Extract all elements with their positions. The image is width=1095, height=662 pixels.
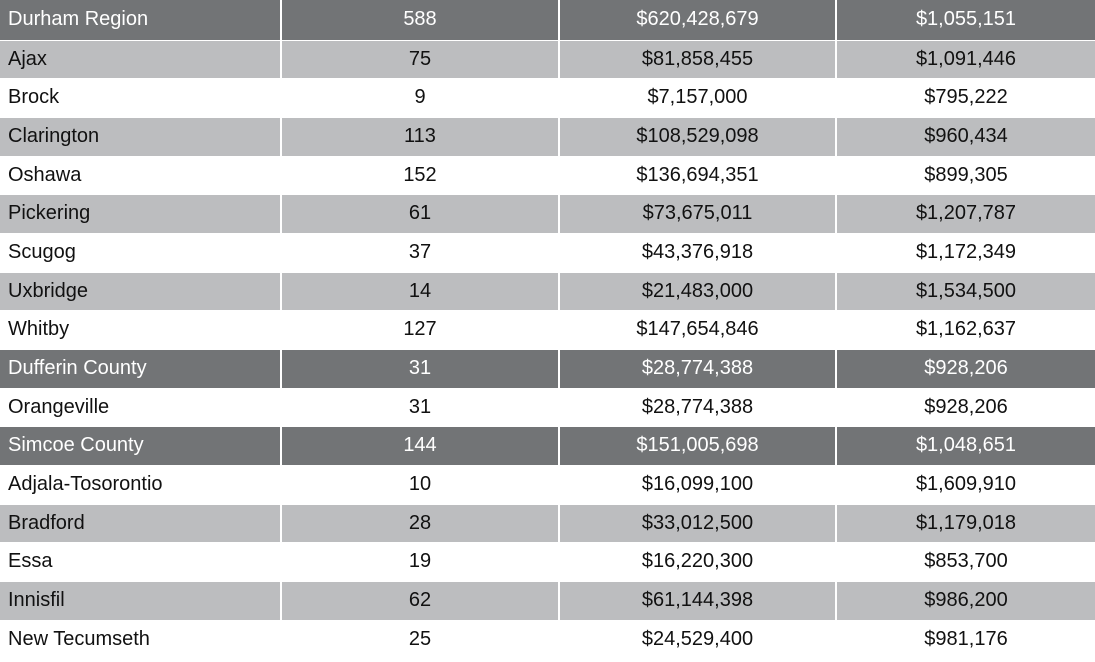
table-row: Scugog 37 $43,376,918 $1,172,349 [0,233,1095,273]
row-total: $24,529,400 [558,620,836,659]
row-count: 127 [280,310,559,350]
row-total: $73,675,011 [558,194,836,234]
row-count: 144 [280,426,559,466]
row-name: Whitby [0,310,281,350]
row-name: Dufferin County [0,349,281,389]
row-count: 10 [280,465,559,505]
table-row: New Tecumseth 25 $24,529,400 $981,176 [0,620,1095,659]
row-count: 19 [280,542,559,582]
table-row: Innisfil 62 $61,144,398 $986,200 [0,581,1095,621]
table-row: Durham Region 588 $620,428,679 $1,055,15… [0,0,1095,41]
table-row: Adjala-Tosorontio 10 $16,099,100 $1,609,… [0,465,1095,505]
row-total: $16,099,100 [558,465,836,505]
row-name: Oshawa [0,156,281,195]
table-row: Essa 19 $16,220,300 $853,700 [0,542,1095,582]
row-average: $1,162,637 [835,310,1095,350]
row-name: Adjala-Tosorontio [0,465,281,505]
row-total: $108,529,098 [558,117,836,157]
row-count: 588 [280,0,559,41]
row-total: $7,157,000 [558,78,836,118]
table-row: Orangeville 31 $28,774,388 $928,206 [0,388,1095,427]
row-name: Pickering [0,194,281,234]
row-count: 37 [280,233,559,273]
row-total: $61,144,398 [558,581,836,621]
row-name: Orangeville [0,388,281,427]
row-total: $16,220,300 [558,542,836,582]
row-total: $151,005,698 [558,426,836,466]
row-total: $43,376,918 [558,233,836,273]
row-count: 113 [280,117,559,157]
row-count: 152 [280,156,559,195]
row-count: 75 [280,40,559,79]
row-average: $853,700 [835,542,1095,582]
row-name: Scugog [0,233,281,273]
row-total: $33,012,500 [558,504,836,543]
row-average: $1,091,446 [835,40,1095,79]
row-count: 9 [280,78,559,118]
row-name: New Tecumseth [0,620,281,659]
table-row: Pickering 61 $73,675,011 $1,207,787 [0,194,1095,234]
row-total: $620,428,679 [558,0,836,41]
row-count: 62 [280,581,559,621]
table-row: Uxbridge 14 $21,483,000 $1,534,500 [0,272,1095,311]
table-row: Dufferin County 31 $28,774,388 $928,206 [0,349,1095,389]
row-average: $899,305 [835,156,1095,195]
row-average: $960,434 [835,117,1095,157]
row-average: $1,179,018 [835,504,1095,543]
row-average: $928,206 [835,388,1095,427]
row-average: $1,055,151 [835,0,1095,41]
row-average: $1,048,651 [835,426,1095,466]
row-name: Bradford [0,504,281,543]
row-count: 61 [280,194,559,234]
row-total: $136,694,351 [558,156,836,195]
row-average: $1,172,349 [835,233,1095,273]
row-average: $928,206 [835,349,1095,389]
row-total: $28,774,388 [558,388,836,427]
row-name: Innisfil [0,581,281,621]
row-average: $986,200 [835,581,1095,621]
row-average: $981,176 [835,620,1095,659]
row-count: 14 [280,272,559,311]
row-count: 31 [280,388,559,427]
row-name: Uxbridge [0,272,281,311]
table-row: Bradford 28 $33,012,500 $1,179,018 [0,504,1095,543]
row-total: $21,483,000 [558,272,836,311]
row-average: $1,534,500 [835,272,1095,311]
row-name: Durham Region [0,0,281,41]
table-row: Ajax 75 $81,858,455 $1,091,446 [0,40,1095,79]
row-count: 28 [280,504,559,543]
table-row: Clarington 113 $108,529,098 $960,434 [0,117,1095,157]
table-row: Whitby 127 $147,654,846 $1,162,637 [0,310,1095,350]
table-row: Brock 9 $7,157,000 $795,222 [0,78,1095,118]
row-total: $147,654,846 [558,310,836,350]
row-name: Essa [0,542,281,582]
table-row: Simcoe County 144 $151,005,698 $1,048,65… [0,426,1095,466]
row-average: $1,609,910 [835,465,1095,505]
row-name: Brock [0,78,281,118]
row-average: $795,222 [835,78,1095,118]
table-row: Oshawa 152 $136,694,351 $899,305 [0,156,1095,195]
row-total: $81,858,455 [558,40,836,79]
row-name: Simcoe County [0,426,281,466]
row-count: 31 [280,349,559,389]
row-name: Clarington [0,117,281,157]
row-count: 25 [280,620,559,659]
row-average: $1,207,787 [835,194,1095,234]
row-total: $28,774,388 [558,349,836,389]
row-name: Ajax [0,40,281,79]
